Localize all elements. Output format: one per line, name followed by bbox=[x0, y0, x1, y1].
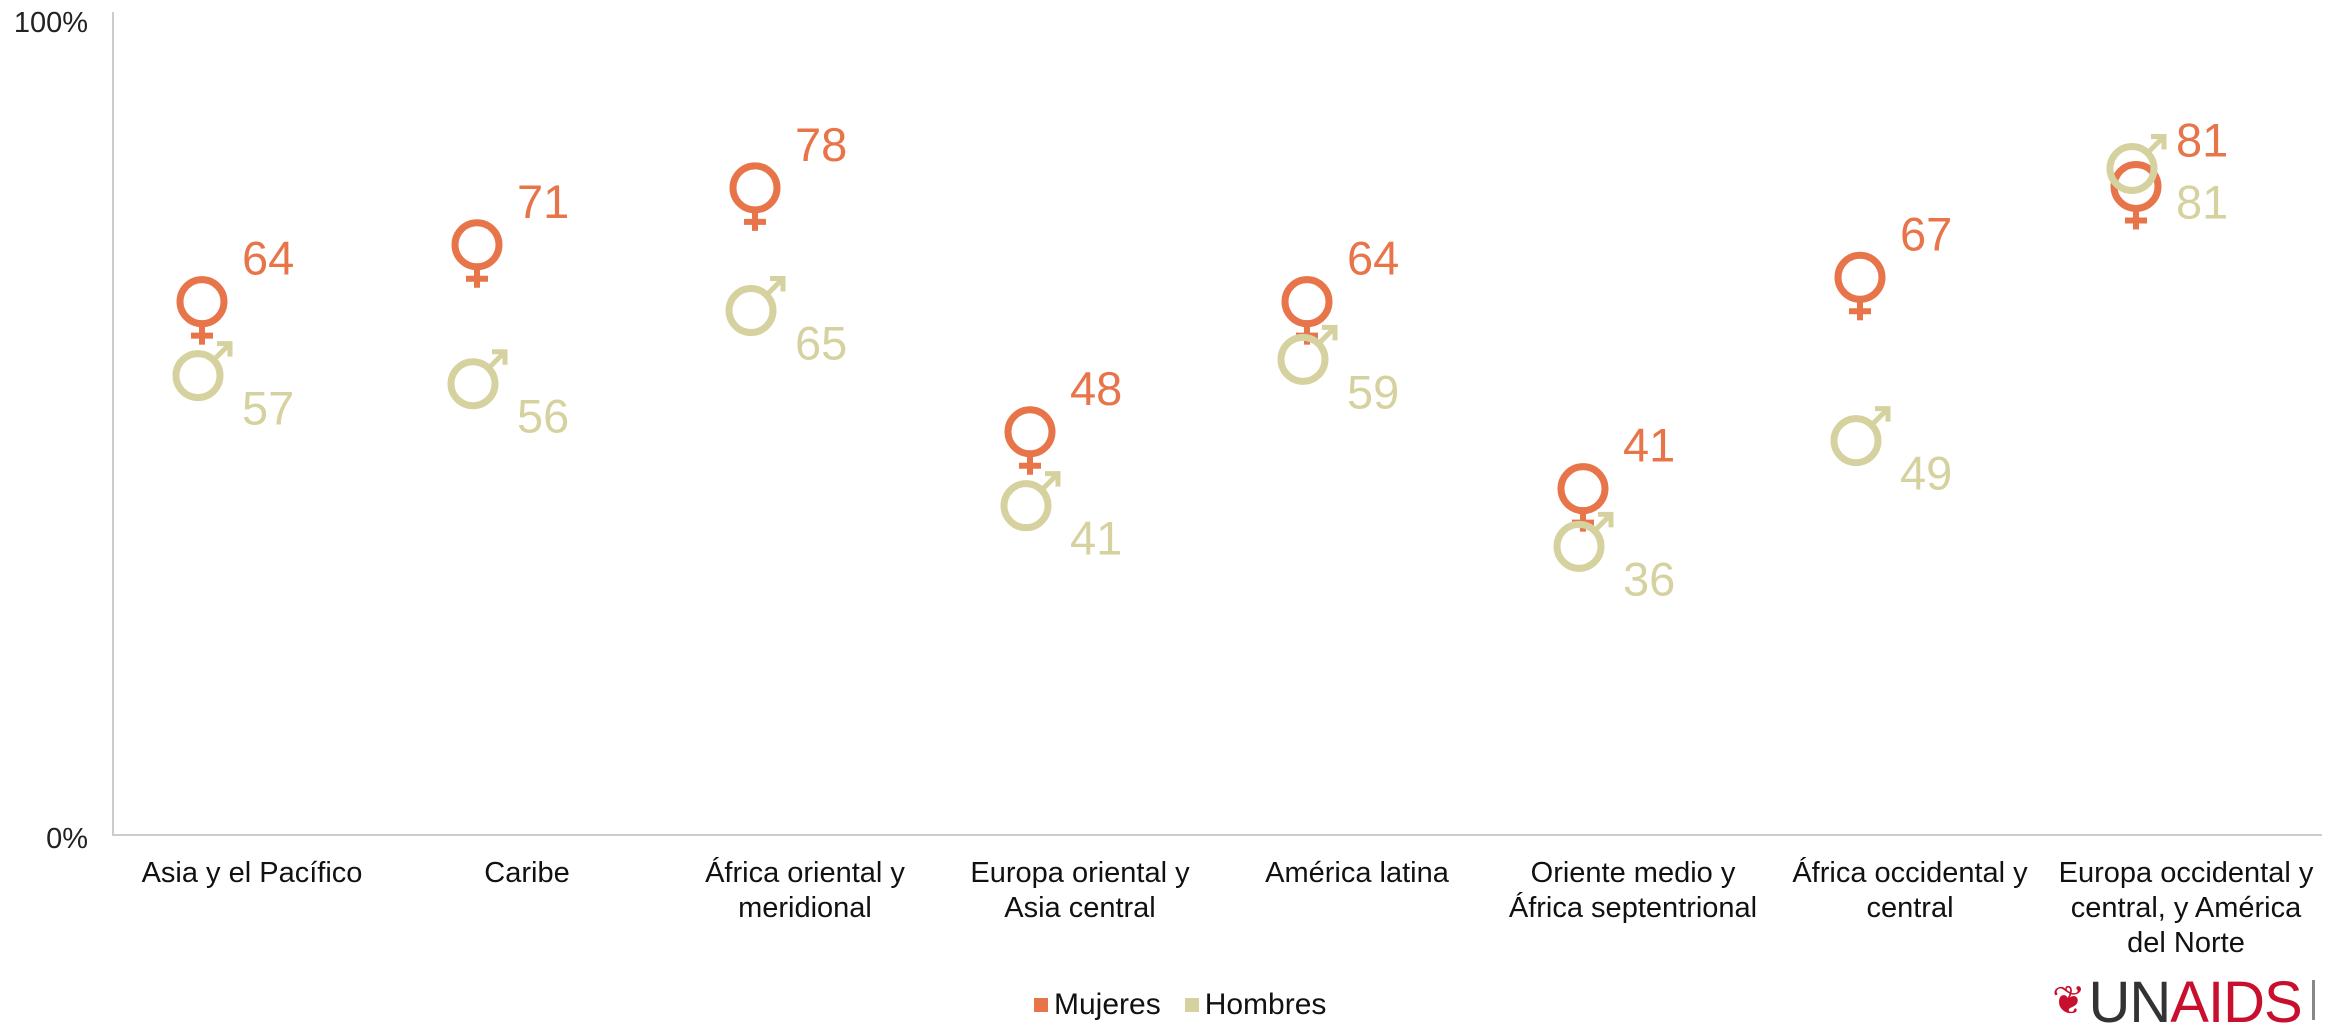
y-tick-label-bottom: 0% bbox=[46, 823, 88, 855]
legend-label-hombres: Hombres bbox=[1204, 988, 1327, 1021]
ribbon-icon: ❦ bbox=[2052, 979, 2086, 1023]
male-symbol-icon bbox=[172, 341, 233, 402]
male-value-label: 41 bbox=[1070, 512, 1122, 565]
male-symbol-icon bbox=[2106, 133, 2167, 194]
category-label: África oriental y meridional bbox=[705, 856, 905, 924]
category-label-line: África oriental y bbox=[705, 856, 905, 889]
category-label-line: Caribe bbox=[484, 857, 569, 889]
female-value-label: 81 bbox=[2176, 113, 2228, 166]
category-label: Europa oriental y Asia central bbox=[970, 857, 1190, 924]
category-label: Oriente medio y África septentrional bbox=[1509, 857, 1757, 924]
category-label-line: Oriente medio y bbox=[1531, 857, 1736, 889]
logo-text-aids: AIDS bbox=[2170, 970, 2302, 1035]
male-value-label: 59 bbox=[1347, 365, 1399, 418]
female-value-label: 78 bbox=[795, 118, 847, 171]
category-label-line: América latina bbox=[1265, 857, 1450, 889]
category-label-line: central, y América bbox=[2071, 892, 2302, 924]
male-symbol-icon bbox=[725, 276, 786, 337]
female-symbol-icon bbox=[1004, 406, 1056, 475]
female-value-label: 64 bbox=[242, 232, 294, 285]
male-symbol-icon bbox=[1553, 511, 1614, 572]
female-symbol-icon bbox=[1834, 251, 1886, 321]
category-label-line: Asia y el Pacífico bbox=[142, 857, 363, 889]
logo-text-un: UN bbox=[2088, 970, 2172, 1035]
category-label: Caribe bbox=[484, 857, 569, 889]
category-label: América latina bbox=[1265, 857, 1450, 889]
female-symbol-icon bbox=[729, 162, 781, 231]
female-symbol-icon bbox=[176, 276, 228, 345]
female-value-label: 64 bbox=[1347, 232, 1399, 285]
category-label: Europa occidental y central, y América del… bbox=[2059, 857, 2314, 959]
category-label-line: meridional bbox=[738, 892, 872, 924]
unaids-logo: ❦UNAIDS bbox=[2052, 974, 2315, 1032]
y-tick-label-top: 100% bbox=[14, 7, 88, 39]
male-value-label: 81 bbox=[2176, 175, 2228, 228]
axes: 100% 0% bbox=[14, 7, 2322, 855]
female-value-label: 48 bbox=[1070, 362, 1122, 415]
category-label-line: central bbox=[1866, 892, 1953, 924]
female-value-label: 71 bbox=[517, 175, 569, 228]
male-value-label: 57 bbox=[242, 382, 294, 435]
male-symbol-icon bbox=[1830, 406, 1891, 467]
legend-label-mujeres: Mujeres bbox=[1054, 988, 1161, 1021]
category-label-line: del Norte bbox=[2127, 927, 2245, 959]
female-value-label: 67 bbox=[1900, 207, 1952, 260]
category-labels: Asia y el Pacífico Caribe África oriental … bbox=[142, 856, 2314, 959]
female-symbol-icon bbox=[451, 219, 503, 288]
legend-item-mujeres: Mujeres bbox=[1034, 988, 1161, 1022]
data-marks: 64 57 71 56 78 65 48 41 64 59 41 36 67 49 81 81 bbox=[172, 113, 2228, 605]
logo-separator bbox=[2311, 980, 2315, 1020]
male-symbol-icon bbox=[1277, 324, 1338, 385]
category-label: África occidental y central bbox=[1792, 856, 2028, 924]
male-value-label: 65 bbox=[795, 317, 847, 370]
legend: Mujeres Hombres bbox=[1034, 988, 1326, 1022]
category-label-line: Asia central bbox=[1004, 892, 1156, 924]
category-label: Asia y el Pacífico bbox=[142, 857, 363, 889]
category-label-line: Europa occidental y bbox=[2059, 857, 2314, 889]
category-label-line: África occidental y bbox=[1792, 856, 2028, 889]
category-label-line: África septentrional bbox=[1509, 891, 1757, 924]
legend-item-hombres: Hombres bbox=[1184, 988, 1327, 1022]
male-symbol-icon bbox=[1000, 471, 1061, 532]
legend-swatch-hombres bbox=[1184, 998, 1199, 1012]
male-value-label: 56 bbox=[517, 390, 569, 443]
category-label-line: Europa oriental y bbox=[970, 857, 1190, 889]
male-symbol-icon bbox=[447, 349, 508, 410]
female-value-label: 41 bbox=[1623, 419, 1675, 472]
male-value-label: 49 bbox=[1900, 447, 1952, 500]
legend-swatch-mujeres bbox=[1034, 998, 1048, 1012]
male-value-label: 36 bbox=[1623, 552, 1675, 605]
